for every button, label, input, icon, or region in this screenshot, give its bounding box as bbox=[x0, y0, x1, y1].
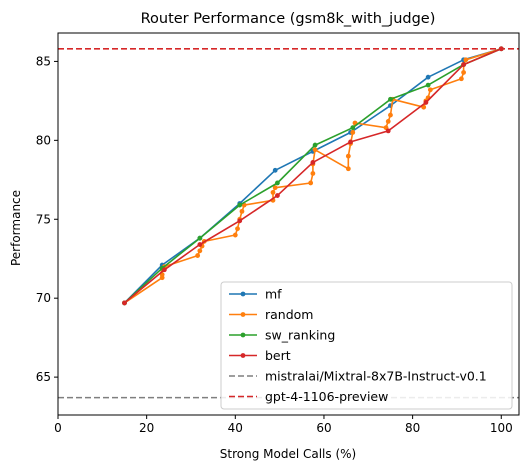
x-tick-label: 80 bbox=[405, 421, 420, 435]
y-tick-label: 85 bbox=[36, 54, 51, 68]
y-tick-label: 80 bbox=[36, 133, 51, 147]
data-point-bert bbox=[348, 139, 353, 145]
y-tick-label: 70 bbox=[36, 291, 51, 305]
data-point-random bbox=[345, 166, 351, 172]
plot-frame bbox=[57, 32, 520, 416]
plot-area bbox=[57, 32, 520, 416]
y-axis: 65 70 75 80 85 bbox=[36, 54, 58, 384]
y-axis-label: Performance bbox=[9, 190, 23, 266]
x-tick-label: 100 bbox=[490, 421, 513, 435]
data-point-random bbox=[195, 253, 201, 258]
data-point-bert bbox=[310, 160, 316, 165]
data-point-random bbox=[385, 118, 391, 124]
data-point-sw_ranking bbox=[388, 96, 393, 102]
legend-label: gpt-4-1106-preview bbox=[265, 389, 388, 404]
y-tick-label: 75 bbox=[36, 212, 51, 226]
data-point-random bbox=[350, 130, 356, 135]
data-point-random bbox=[345, 153, 351, 159]
legend-marker-random bbox=[240, 312, 246, 317]
legend-box bbox=[220, 281, 513, 410]
data-point-mf bbox=[272, 167, 278, 173]
chart-title: Router Performance (gsm8k_with_judge) bbox=[141, 11, 436, 27]
data-point-random bbox=[239, 208, 245, 214]
data-point-random bbox=[197, 248, 203, 254]
data-point-bert bbox=[461, 62, 466, 67]
x-tick-label: 20 bbox=[139, 421, 154, 435]
data-point-bert bbox=[237, 218, 243, 224]
legend-label: bert bbox=[265, 348, 291, 363]
data-point-sw_ranking bbox=[312, 142, 318, 148]
data-point-random bbox=[463, 57, 469, 63]
x-tick-label: 40 bbox=[228, 421, 243, 435]
legend-label: mistralai/Mixtral-8x7B-Instruct-v0.1 bbox=[265, 369, 487, 384]
x-axis-label: Strong Model Calls (%) bbox=[220, 447, 356, 461]
data-point-random bbox=[232, 232, 238, 238]
data-point-sw_ranking bbox=[237, 202, 243, 208]
y-tick-label: 65 bbox=[36, 370, 51, 384]
data-point-random bbox=[312, 147, 318, 153]
data-point-random bbox=[310, 171, 316, 176]
data-point-bert bbox=[423, 100, 429, 105]
data-point-sw_ranking bbox=[197, 235, 203, 241]
data-point-bert bbox=[385, 128, 391, 134]
data-point-sw_ranking bbox=[275, 180, 280, 186]
data-point-random bbox=[272, 185, 278, 191]
data-point-random bbox=[235, 226, 240, 232]
data-point-sw_ranking bbox=[425, 82, 431, 88]
x-axis: 0 20 40 60 80 100 bbox=[54, 415, 513, 435]
data-point-bert bbox=[498, 46, 504, 52]
legend-marker-bert bbox=[240, 353, 246, 358]
data-point-random bbox=[458, 76, 464, 82]
legend-label: mf bbox=[265, 287, 282, 302]
legend-label: random bbox=[265, 307, 313, 322]
legend-marker-mf bbox=[240, 291, 246, 297]
data-point-random bbox=[308, 180, 314, 186]
data-point-random bbox=[388, 112, 393, 118]
data-point-bert bbox=[122, 300, 127, 306]
data-point-sw_ranking bbox=[350, 125, 356, 131]
x-tick-label: 60 bbox=[316, 421, 331, 435]
data-point-bert bbox=[275, 193, 280, 198]
x-tick-label: 0 bbox=[54, 421, 62, 435]
data-point-random bbox=[427, 87, 433, 93]
data-point-random bbox=[461, 70, 466, 75]
data-point-bert bbox=[197, 242, 203, 247]
data-point-bert bbox=[161, 267, 167, 273]
legend-label: sw_ranking bbox=[265, 328, 335, 343]
data-point-mf bbox=[425, 74, 431, 80]
data-point-random bbox=[270, 190, 276, 195]
legend-marker-sw_ranking bbox=[240, 332, 246, 338]
